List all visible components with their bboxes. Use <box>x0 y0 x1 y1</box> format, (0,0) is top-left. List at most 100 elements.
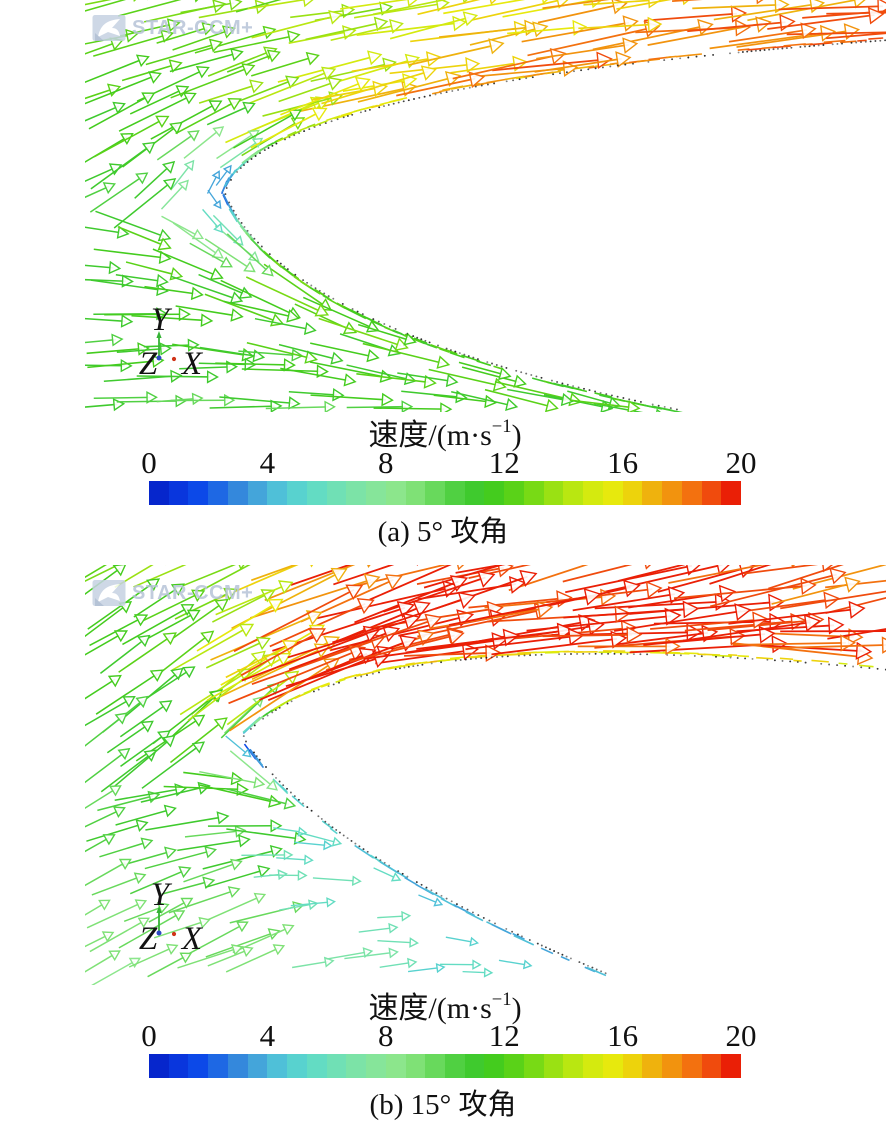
velocity-vector <box>377 937 420 948</box>
colorbar-title-sup: −1 <box>491 989 512 1011</box>
velocity-vector <box>492 51 613 72</box>
colorbar-segment <box>366 481 386 505</box>
colorbar-segment <box>267 1054 288 1078</box>
velocity-vector <box>161 876 216 895</box>
colorbar-segment <box>642 481 663 505</box>
velocity-vector <box>825 596 886 615</box>
velocity-vector <box>404 644 502 663</box>
velocity-vector <box>89 917 151 953</box>
velocity-vector <box>168 886 241 914</box>
velocity-vector <box>288 387 345 402</box>
colorbar-legend-b: 速度/(m·s−1) 0 4 8 12 16 20 <box>141 985 757 1078</box>
velocity-vector <box>462 967 494 978</box>
velocity-vector <box>251 10 344 39</box>
velocity-vector <box>373 867 402 882</box>
velocity-vector <box>153 916 211 939</box>
velocity-vector <box>199 892 267 924</box>
velocity-vector <box>225 735 252 758</box>
velocity-vector <box>85 712 128 747</box>
colorbar-title-close: ) <box>511 419 522 452</box>
velocity-vector <box>209 399 283 412</box>
velocity-vector <box>508 565 589 592</box>
colorbar-segment <box>227 1054 248 1078</box>
velocity-vector <box>110 734 176 790</box>
velocity-vector <box>175 305 244 322</box>
velocity-vector <box>229 750 278 791</box>
velocity-vector <box>440 959 482 970</box>
velocity-vector <box>356 373 437 389</box>
colorbar-title: 速度/(m·s−1) <box>149 412 741 452</box>
velocity-vector <box>250 107 328 149</box>
surface-flow-streaks <box>242 650 874 977</box>
velocity-vector <box>176 565 245 590</box>
velocity-vector <box>170 275 244 304</box>
axis-label-x: X <box>180 346 204 382</box>
velocity-vector <box>408 38 505 66</box>
velocity-vector <box>349 628 465 663</box>
velocity-vector <box>254 317 317 335</box>
colorbar-title: 速度/(m·s−1) <box>149 985 741 1025</box>
velocity-vector <box>152 248 224 281</box>
caption-a: (a) 5° 攻角 <box>377 516 509 548</box>
velocity-vector <box>709 565 772 585</box>
velocity-vector <box>131 313 214 328</box>
velocity-vector <box>93 29 175 57</box>
velocity-vector <box>202 845 283 870</box>
velocity-vector <box>122 846 177 866</box>
colorbar-ticks: 0 4 8 12 16 20 <box>141 1019 756 1053</box>
velocity-vector <box>204 865 271 889</box>
colorbar-segment <box>208 1054 228 1078</box>
velocity-vector <box>121 59 183 82</box>
velocity-vector <box>826 32 886 40</box>
velocity-vector <box>133 565 187 588</box>
velocity-vector <box>536 37 639 60</box>
colorbar-segment <box>326 1054 347 1078</box>
velocity-vector <box>379 957 418 969</box>
axis-label-z: Z <box>139 346 158 382</box>
velocity-vector <box>767 7 885 30</box>
colorbar-segment <box>188 1054 209 1078</box>
velocity-vector <box>264 565 371 602</box>
velocity-vector <box>91 957 142 985</box>
velocity-vector <box>171 623 255 671</box>
velocity-vector <box>233 584 364 653</box>
velocity-vector <box>507 388 574 407</box>
velocity-vector <box>273 826 308 837</box>
colorbar-segment <box>602 1054 623 1078</box>
velocity-vectors-layer <box>85 0 886 412</box>
velocity-vector <box>354 575 469 624</box>
velocity-vector <box>468 565 531 579</box>
velocity-vector <box>278 76 343 103</box>
velocity-vector <box>232 923 295 954</box>
velocity-vector <box>204 238 256 273</box>
velocity-vector <box>156 130 200 161</box>
velocity-vector <box>445 936 480 947</box>
velocity-vector <box>193 565 251 595</box>
velocity-vector <box>448 588 602 626</box>
colorbar-segment <box>464 1054 485 1078</box>
colorbar-segment <box>701 481 722 505</box>
colorbar-segment <box>583 1054 603 1078</box>
velocity-vector <box>136 370 219 384</box>
velocity-vector <box>145 811 230 831</box>
colorbar-segment <box>306 481 327 505</box>
velocity-vector <box>144 846 217 870</box>
velocity-vector <box>330 18 404 42</box>
velocity-vector <box>396 71 486 97</box>
velocity-vector <box>85 785 122 809</box>
colorbar-segment <box>701 1054 722 1078</box>
velocity-vector <box>423 565 505 589</box>
velocity-vector <box>317 613 443 661</box>
velocity-vector <box>362 342 451 369</box>
velocity-vector <box>93 115 170 158</box>
velocity-vector <box>498 959 533 970</box>
velocity-vector <box>100 749 158 793</box>
velocity-vector <box>150 100 223 140</box>
velocity-vector <box>668 565 796 584</box>
colorbar-segment <box>247 481 268 505</box>
velocity-vector <box>89 172 149 213</box>
axis-triad: YZ X <box>139 302 204 382</box>
velocity-vector <box>353 0 450 19</box>
colorbar-segment <box>662 1054 682 1078</box>
